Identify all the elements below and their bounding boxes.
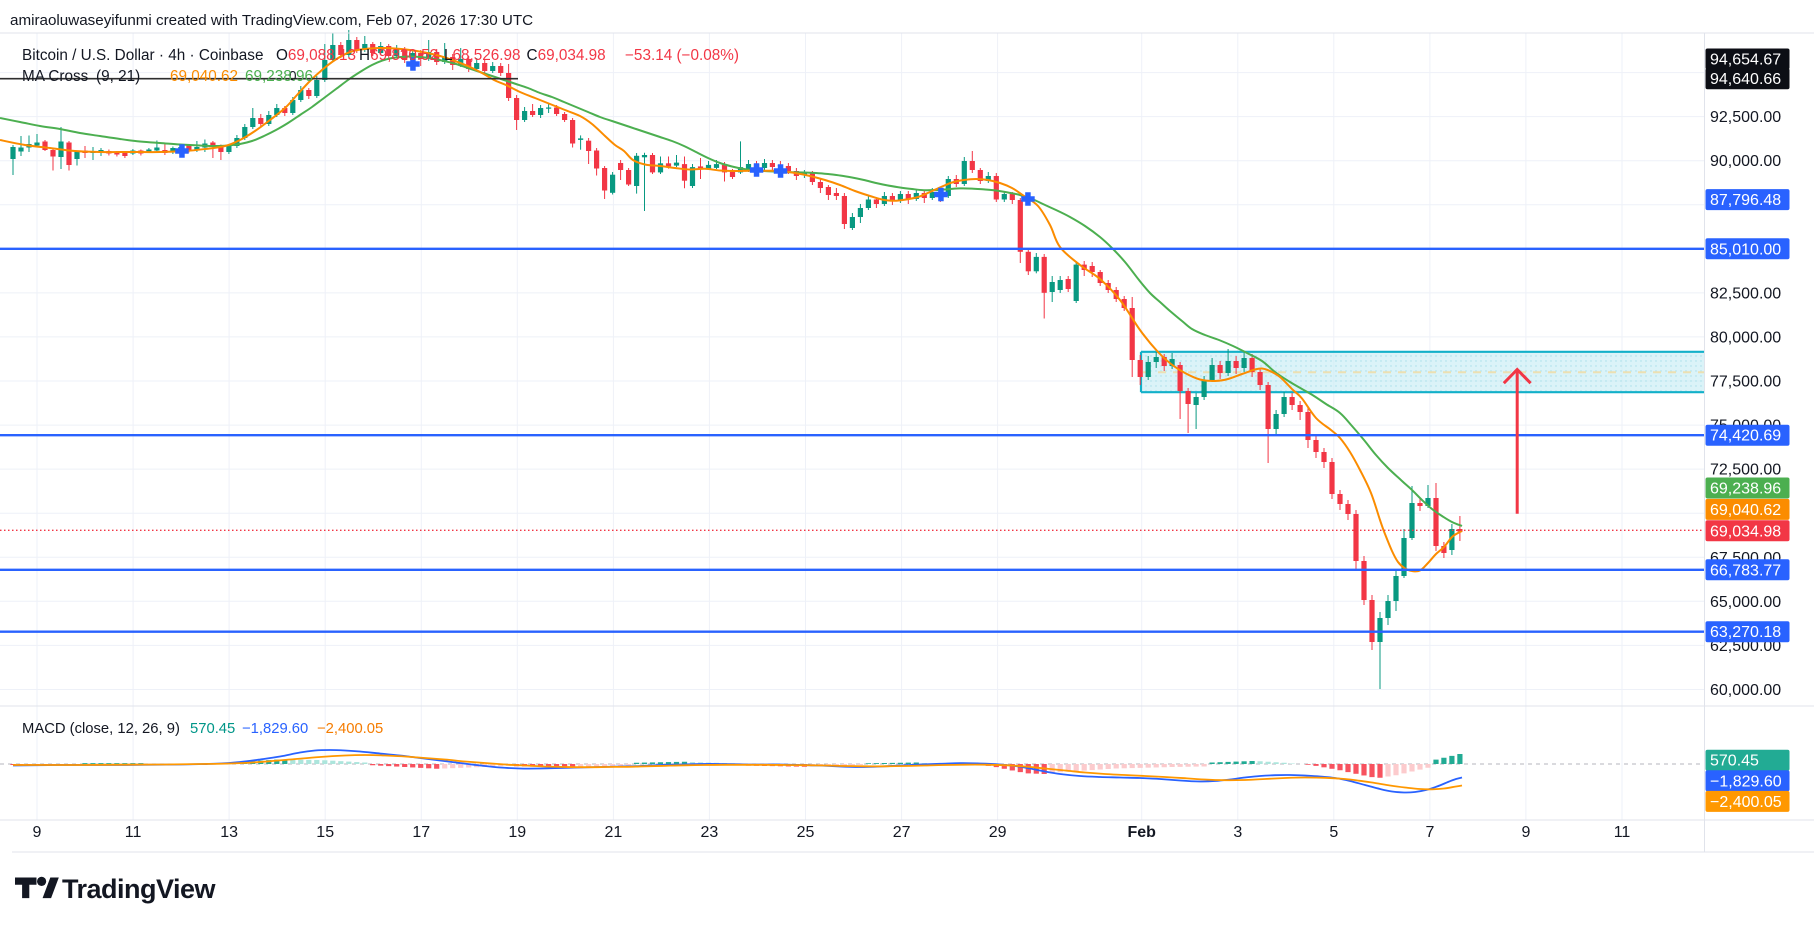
svg-text:82,500.00: 82,500.00	[1710, 285, 1781, 302]
svg-text:MA Cross: MA Cross	[22, 68, 89, 85]
svg-text:94,654.67: 94,654.67	[1710, 52, 1781, 69]
svg-text:11: 11	[1614, 824, 1631, 841]
svg-text:25: 25	[797, 824, 815, 841]
svg-text:C69,034.98: C69,034.98	[527, 47, 606, 64]
svg-text:−2,400.05: −2,400.05	[317, 721, 383, 737]
svg-text:O69,088.13: O69,088.13	[276, 47, 356, 64]
svg-text:−53.14 (−0.08%): −53.14 (−0.08%)	[625, 47, 739, 64]
svg-text:80,000.00: 80,000.00	[1710, 329, 1781, 346]
svg-text:74,420.69: 74,420.69	[1710, 428, 1781, 445]
svg-text:0: 0	[289, 69, 297, 84]
svg-text:11: 11	[125, 824, 142, 841]
svg-text:19: 19	[508, 824, 526, 841]
svg-text:77,500.00: 77,500.00	[1710, 374, 1781, 391]
svg-text:570.45: 570.45	[190, 721, 235, 737]
svg-text:85,010.00: 85,010.00	[1710, 241, 1781, 258]
svg-text:9: 9	[1521, 824, 1530, 841]
svg-text:21: 21	[605, 824, 623, 841]
svg-text:63,270.18: 63,270.18	[1710, 624, 1781, 641]
svg-text:(9, 21): (9, 21)	[96, 68, 140, 85]
svg-text:13: 13	[220, 824, 238, 841]
svg-text:90,000.00: 90,000.00	[1710, 153, 1781, 170]
svg-text:69,238.96: 69,238.96	[245, 68, 313, 85]
svg-text:Feb: Feb	[1127, 824, 1156, 841]
svg-text:23: 23	[701, 824, 719, 841]
svg-text:H69,830.52: H69,830.52	[359, 47, 438, 64]
svg-text:69,040.62: 69,040.62	[170, 68, 238, 85]
svg-text:72,500.00: 72,500.00	[1710, 462, 1781, 479]
svg-text:Bitcoin / U.S. Dollar · 4h · C: Bitcoin / U.S. Dollar · 4h · Coinbase	[22, 47, 263, 64]
svg-text:66,783.77: 66,783.77	[1710, 562, 1781, 579]
svg-text:7: 7	[1425, 824, 1434, 841]
svg-text:69,040.62: 69,040.62	[1710, 502, 1781, 519]
svg-text:3: 3	[1233, 824, 1242, 841]
svg-text:17: 17	[412, 824, 430, 841]
svg-text:TradingView: TradingView	[62, 874, 217, 904]
svg-text:65,000.00: 65,000.00	[1710, 594, 1781, 611]
svg-text:69,238.96: 69,238.96	[1710, 481, 1781, 498]
svg-text:27: 27	[893, 824, 911, 841]
svg-text:15: 15	[316, 824, 334, 841]
svg-text:5: 5	[1329, 824, 1338, 841]
svg-text:29: 29	[989, 824, 1007, 841]
svg-text:87,796.48: 87,796.48	[1710, 192, 1781, 209]
svg-text:69,034.98: 69,034.98	[1710, 523, 1781, 540]
svg-text:−2,400.05: −2,400.05	[1710, 794, 1782, 811]
svg-text:amiraoluwaseyifunmi created wi: amiraoluwaseyifunmi created with Trading…	[10, 12, 533, 29]
svg-text:−1,829.60: −1,829.60	[1710, 773, 1782, 790]
svg-text:94,640.66: 94,640.66	[1710, 71, 1781, 88]
svg-text:60,000.00: 60,000.00	[1710, 682, 1781, 699]
svg-text:MACD (close, 12, 26, 9): MACD (close, 12, 26, 9)	[22, 721, 180, 737]
svg-text:L68,526.98: L68,526.98	[444, 47, 521, 64]
svg-text:570.45: 570.45	[1710, 753, 1759, 770]
svg-text:−1,829.60: −1,829.60	[242, 721, 308, 737]
svg-text:9: 9	[33, 824, 42, 841]
svg-text:92,500.00: 92,500.00	[1710, 109, 1781, 126]
